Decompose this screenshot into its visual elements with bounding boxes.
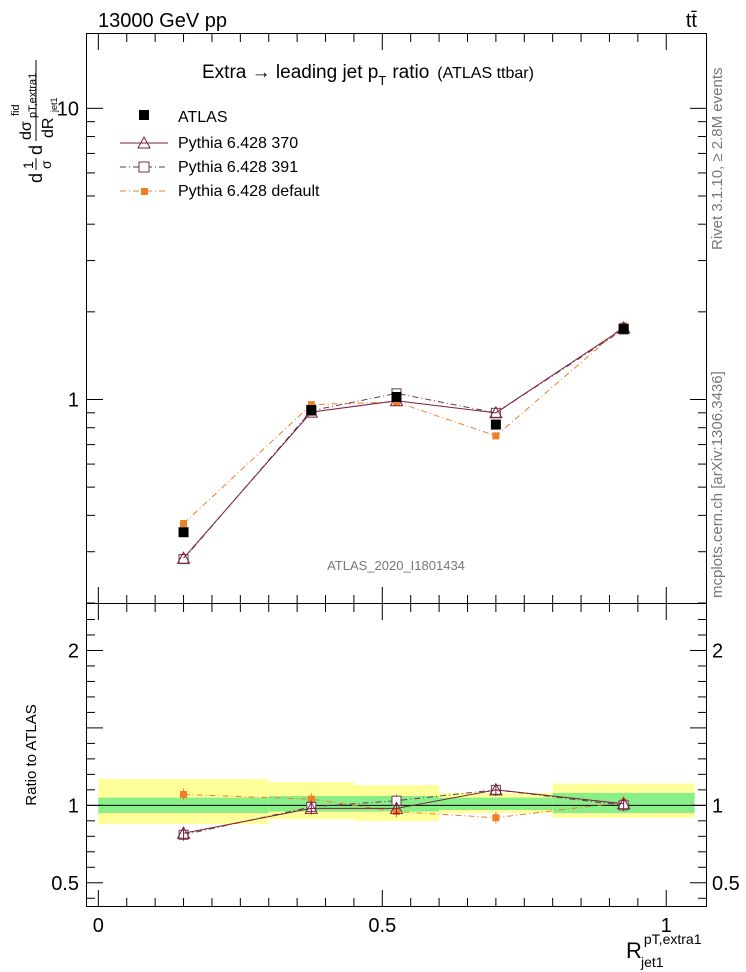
ylabel-sigma: σ [38, 160, 54, 169]
mcplots-label: mcplots.cern.ch [arXiv:1306.3436] [709, 371, 726, 598]
ratio-point-p370 [176, 826, 191, 839]
ylabel-one: 1 [20, 161, 36, 169]
point-pdef [307, 401, 315, 409]
chart-title: Extra → leading jet pT ratio (ATLAS ttbar) [202, 62, 534, 88]
ratio-point-p370 [616, 796, 631, 810]
analysis-id: ATLAS_2020_I1801434 [327, 558, 465, 573]
series-line-pdef [183, 325, 624, 524]
ylabel-d1: d [26, 173, 46, 183]
legend-atlas-label: ATLAS [178, 109, 228, 126]
ratio-point-pdef [307, 795, 315, 803]
ylabel-d2: d [26, 145, 46, 155]
ylabel-jet1: jet1 [49, 97, 59, 113]
ratio-point-pdef [180, 790, 188, 798]
ratio-panel-frame [86, 603, 707, 907]
series-line-p391 [183, 329, 624, 560]
point-atlas [490, 419, 501, 430]
main-y-tick-label: 1 [68, 389, 79, 411]
ratio-stat-band [439, 797, 553, 810]
point-pdef [180, 520, 188, 528]
ratio-ylabel: Ratio to ATLAS [23, 704, 40, 805]
ratio-point-p370 [304, 801, 319, 814]
point-p391 [178, 554, 189, 565]
legend-pdef-label: Pythia 6.428 default [178, 183, 320, 200]
ratio-y-tick-label-right: 2 [712, 640, 723, 662]
point-atlas [391, 391, 402, 402]
x-tick-label: 1 [661, 915, 672, 937]
ratio-point-pdef [492, 814, 500, 822]
xlabel-sup: pT,extra1 [644, 931, 702, 947]
rivet-label: Rivet 3.1.10, ≥ 2.8M events [709, 68, 726, 251]
process-label: tt̄ [686, 10, 698, 32]
title-after: ratio [392, 62, 429, 83]
point-atlas [178, 527, 189, 538]
point-atlas [306, 405, 317, 416]
point-p370 [176, 551, 191, 564]
title-small: (ATLAS ttbar) [437, 65, 534, 82]
ratio-point-p370 [489, 782, 503, 796]
ylabel-dsigma: dσ [18, 121, 35, 140]
main-ylabel: d 1 σ d dσ fid pT,extra1 dR jet1 [10, 60, 59, 183]
ratio-y-tick-label: 1 [68, 795, 79, 817]
point-p370 [489, 405, 503, 419]
main-y-tick-label: 10 [57, 98, 79, 120]
ylabel-pt-extra: pT,extra1 [27, 73, 39, 118]
title-sub: T [378, 73, 386, 88]
ratio-y-tick-label-right: 0.5 [712, 873, 740, 895]
energy-label: 13000 GeV pp [98, 10, 227, 32]
ratio-point-p370 [389, 801, 404, 814]
ratio-y-tick-label: 0.5 [51, 873, 79, 895]
xlabel-sub: jet1 [640, 954, 664, 970]
point-pdef [393, 398, 400, 406]
series-line-p370 [183, 327, 624, 559]
x-tick-label: 0 [93, 915, 104, 937]
legend-atlas-marker [139, 110, 149, 120]
ratio-y-tick-label: 2 [68, 640, 79, 662]
ylabel-dr: dR [40, 118, 57, 138]
title-main: Extra → leading jet p [202, 62, 378, 83]
legend: ATLAS Pythia 6.428 370 Pythia 6.428 391 … [120, 109, 320, 200]
xlabel-main: R [626, 938, 642, 963]
legend-p391-label: Pythia 6.428 391 [178, 159, 298, 176]
legend-pdef-marker [141, 188, 148, 195]
ratio-line-p391 [183, 789, 624, 836]
ylabel-fid: fid [10, 104, 22, 116]
x-tick-label: 0.5 [368, 915, 396, 937]
point-atlas [618, 323, 629, 334]
point-pdef [492, 432, 500, 440]
legend-p370-marker [137, 135, 151, 149]
legend-p391-marker [138, 161, 150, 173]
legend-p370-label: Pythia 6.428 370 [178, 135, 298, 152]
ratio-y-tick-label-right: 1 [712, 795, 723, 817]
